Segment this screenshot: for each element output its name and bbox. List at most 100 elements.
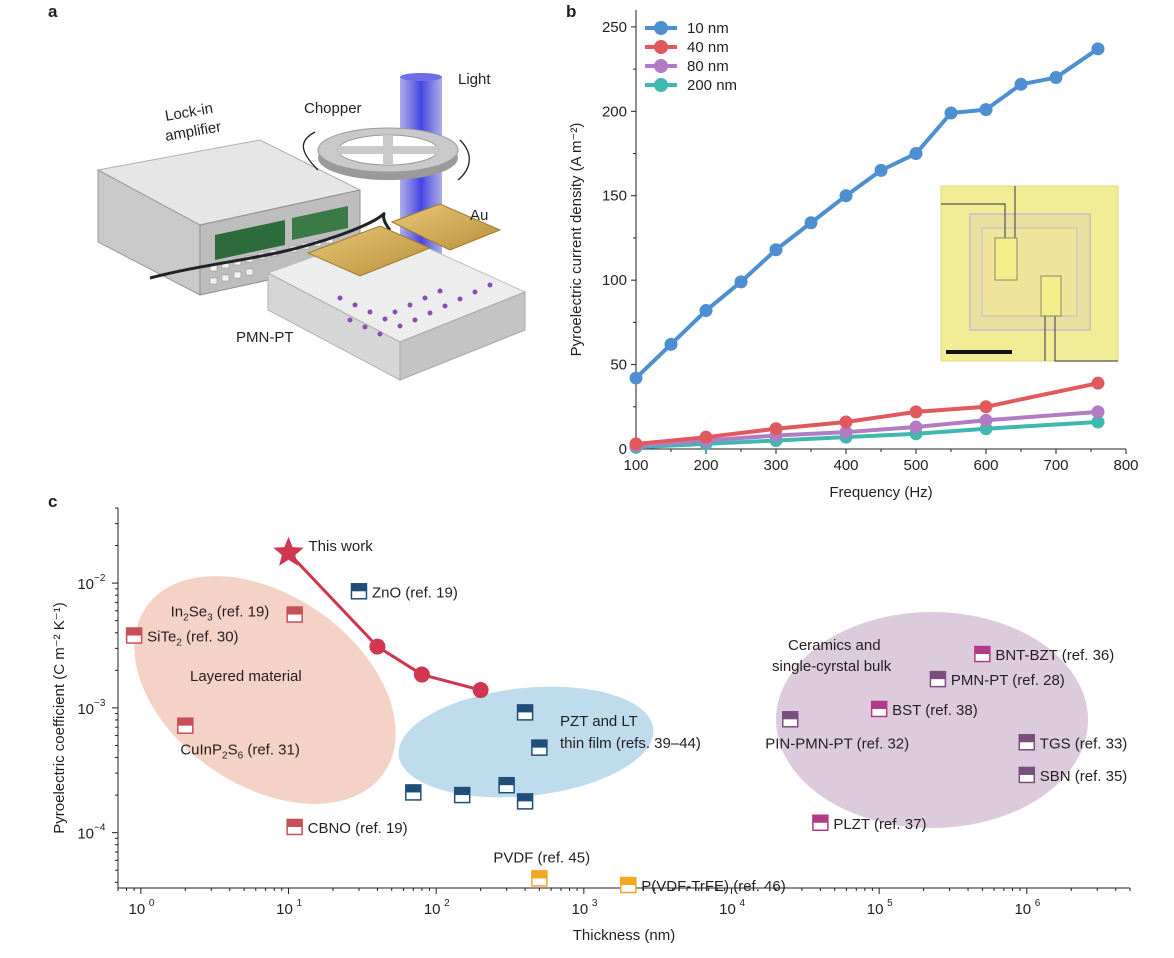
data-point-label: BNT-BZT (ref. 36)	[995, 647, 1114, 664]
current-density-svg: 100 200 300 400 500 600 700 800 0 50 100 150 200 250 F…	[568, 10, 1139, 501]
this-work-point	[413, 666, 430, 683]
data-marker-fill	[812, 815, 828, 823]
data-point-label: SiTe2 (ref. 30)	[147, 629, 238, 649]
data-point	[1014, 77, 1028, 91]
data-marker-fill	[405, 784, 421, 793]
data-point	[769, 243, 783, 257]
label-bulk-line2: single-cyrstal bulk	[772, 658, 892, 675]
y-tick-exponent: −4	[94, 823, 106, 834]
data-point-label: In2Se3 (ref. 19)	[171, 604, 270, 624]
y-tick-label: 150	[602, 188, 627, 205]
this-work-point	[369, 638, 386, 655]
legend-marker	[654, 59, 668, 73]
lockin-display	[215, 220, 285, 260]
data-point	[874, 163, 888, 177]
data-point-label: SBN (ref. 35)	[1040, 768, 1128, 785]
data-point	[1091, 405, 1105, 419]
data-marker-fill	[517, 704, 533, 713]
data-marker-fill	[177, 718, 193, 726]
data-point	[839, 189, 853, 203]
panel-label-c: c	[48, 492, 58, 511]
pyroelectric-coefficient-svg: 10 0 10 1 10 2 10 3 10 4 10 5 10 610 −410 −310 −2Thickne…	[51, 507, 1131, 944]
data-point	[734, 275, 748, 289]
y-tick-label: 100	[602, 272, 627, 289]
data-marker-fill	[126, 628, 142, 636]
data-point	[909, 147, 923, 161]
data-point-label: CuInP2S6 (ref. 31)	[180, 742, 300, 762]
data-point	[804, 216, 818, 230]
y-tick-label: 250	[602, 19, 627, 36]
substrate	[266, 203, 527, 381]
label-pmnpt: PMN-PT	[236, 329, 294, 346]
data-marker-fill	[531, 740, 547, 748]
data-point-label: PMN-PT (ref. 28)	[951, 672, 1065, 689]
data-marker-fill	[1019, 734, 1035, 743]
data-point	[1091, 376, 1105, 390]
data-marker-fill	[930, 671, 946, 680]
data-point-label: PIN-PMN-PT (ref. 32)	[765, 735, 909, 752]
data-point	[944, 106, 958, 120]
y-tick-label: 0	[619, 441, 627, 458]
data-point	[699, 304, 713, 318]
x-tick-label: 700	[1043, 457, 1068, 474]
data-point	[1049, 71, 1063, 85]
x-tick-exponent: 6	[1035, 898, 1041, 909]
data-point	[1091, 415, 1105, 429]
x-tick-exponent: 3	[592, 898, 598, 909]
legend-label: 80 nm	[687, 58, 729, 75]
this-work-point	[472, 682, 489, 699]
data-point-label: PLZT (ref. 37)	[833, 816, 926, 833]
data-marker-fill	[499, 777, 515, 786]
au-electrode-right	[390, 203, 502, 251]
data-marker-fill	[517, 793, 533, 802]
label-pzt-line1: PZT and LT	[560, 713, 638, 730]
setup-schematic: Light Chopper Lock-in amplifier Au PMN-P…	[70, 30, 540, 430]
data-marker-fill	[782, 711, 798, 720]
y-tick-label: 50	[610, 357, 627, 374]
region-bulk	[776, 612, 1088, 828]
this-work-label: This work	[309, 538, 374, 555]
label-bulk-line1: Ceramics and	[788, 637, 881, 654]
device-micrograph-inset	[940, 185, 1119, 362]
x-axis-title: Thickness (nm)	[573, 927, 676, 944]
x-tick-label: 10	[571, 901, 588, 918]
chopper-wheel	[302, 127, 470, 181]
legend-label: 10 nm	[687, 20, 729, 37]
legend-marker	[654, 40, 668, 54]
x-tick-exponent: 0	[149, 898, 155, 909]
this-work-star	[273, 536, 304, 566]
data-point-label: BST (ref. 38)	[892, 702, 978, 719]
data-point	[979, 413, 993, 427]
x-tick-label: 100	[623, 457, 648, 474]
panel-label-b: b	[566, 2, 577, 21]
data-point	[839, 415, 853, 429]
panel-b-current-density-chart: 100 200 300 400 500 600 700 800 0 50 100 150 200 250 F…	[555, 0, 1174, 510]
y-tick-exponent: −2	[94, 573, 106, 584]
x-tick-exponent: 2	[444, 898, 450, 909]
x-tick-label: 10	[129, 901, 146, 918]
data-point-label: CBNO (ref. 19)	[308, 820, 408, 837]
data-marker-fill	[871, 701, 887, 709]
data-marker-fill	[620, 877, 636, 886]
data-marker-fill	[974, 646, 990, 655]
x-tick-label: 10	[867, 901, 884, 918]
data-point	[664, 337, 678, 351]
x-tick-label: 400	[833, 457, 858, 474]
label-light: Light	[458, 71, 491, 88]
legend-label: 40 nm	[687, 39, 729, 56]
y-tick-label: 10	[77, 701, 94, 718]
x-tick-label: 800	[1113, 457, 1138, 474]
data-marker-fill	[287, 819, 303, 827]
x-tick-label: 10	[424, 901, 441, 918]
data-marker-fill	[351, 583, 367, 592]
data-point-label: TGS (ref. 33)	[1040, 735, 1128, 752]
data-point	[979, 400, 993, 414]
y-tick-label: 10	[77, 576, 94, 593]
x-tick-label: 10	[719, 901, 736, 918]
panel-label-a: a	[48, 2, 58, 21]
x-tick-label: 10	[1014, 901, 1031, 918]
data-point-label: P(VDF-TrFE) (ref. 46)	[641, 878, 785, 895]
scale-bar	[946, 350, 1012, 354]
data-point	[769, 422, 783, 436]
legend-label: 200 nm	[687, 77, 737, 94]
